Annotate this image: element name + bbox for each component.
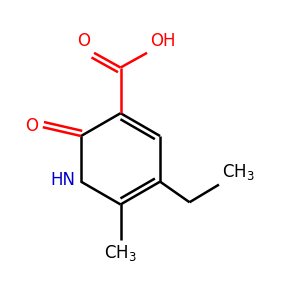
Text: CH$_3$: CH$_3$ xyxy=(222,162,255,182)
Text: CH$_3$: CH$_3$ xyxy=(104,243,137,263)
Text: O: O xyxy=(76,32,90,50)
Text: OH: OH xyxy=(150,32,176,50)
Text: O: O xyxy=(25,117,38,135)
Text: HN: HN xyxy=(50,171,75,189)
